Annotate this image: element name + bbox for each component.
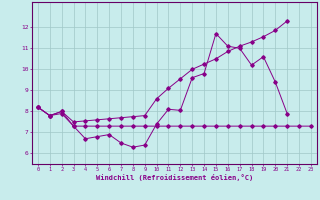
X-axis label: Windchill (Refroidissement éolien,°C): Windchill (Refroidissement éolien,°C) xyxy=(96,174,253,181)
